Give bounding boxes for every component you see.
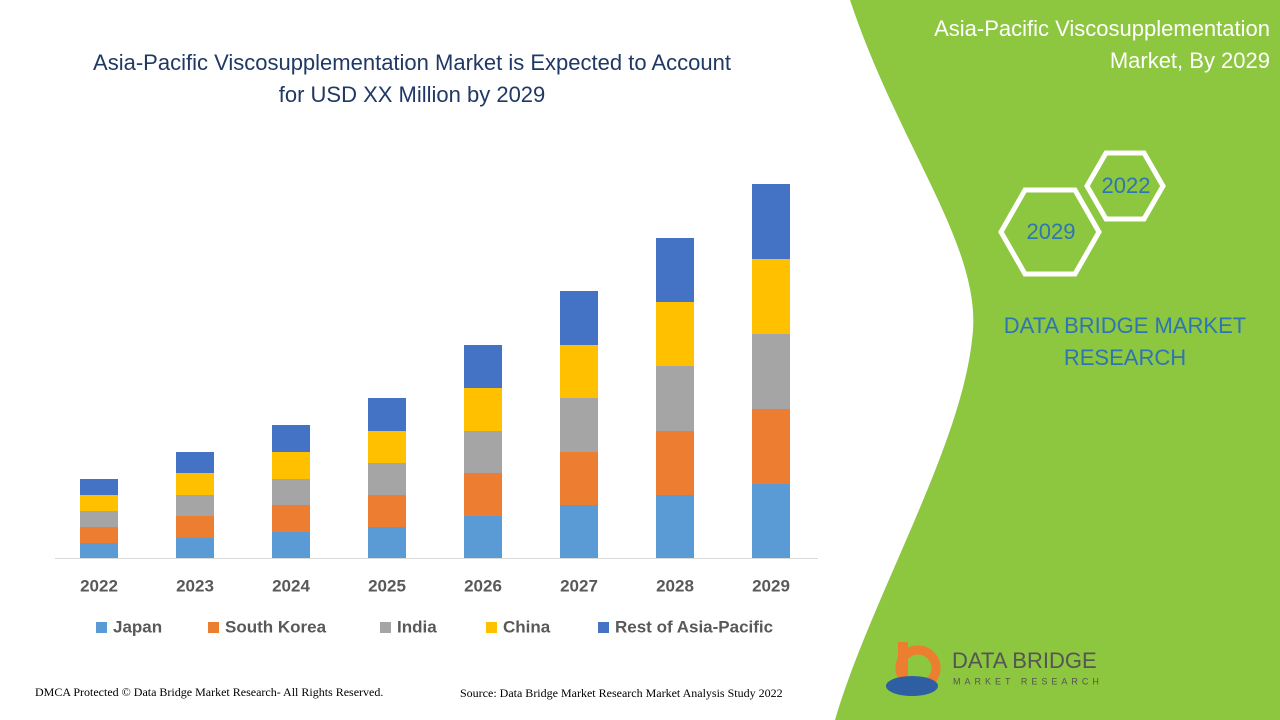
bar-segment	[752, 484, 790, 558]
bar-segment	[752, 259, 790, 334]
brand-text: DATA BRIDGE MARKET RESEARCH	[1003, 313, 1247, 370]
legend-label: India	[397, 617, 437, 636]
x-tick-label: 2027	[560, 576, 598, 595]
legend-swatch	[486, 622, 497, 633]
copyright: DMCA Protected © Data Bridge Market Rese…	[35, 685, 383, 699]
bar-segment	[80, 527, 118, 543]
bar-segment	[176, 516, 214, 538]
logo-name: DATA BRIDGE	[952, 648, 1097, 673]
legend-swatch	[208, 622, 219, 633]
bar-segment	[272, 505, 310, 532]
bar-segment	[752, 409, 790, 484]
chart-title: Asia-Pacific Viscosupplementation Market…	[93, 50, 731, 107]
legend-label: China	[503, 617, 551, 636]
x-tick-label: 2022	[80, 576, 118, 595]
bar-segment	[560, 398, 598, 452]
panel-title: Asia-Pacific Viscosupplementation Market…	[934, 16, 1270, 73]
bar-segment	[752, 184, 790, 259]
bar-segment	[80, 479, 118, 495]
hexagon	[1084, 150, 1166, 222]
bar-segment	[464, 431, 502, 473]
logo-mark	[886, 642, 941, 696]
bar-segment	[272, 532, 310, 558]
bar-segment	[368, 398, 406, 431]
bar-segment	[656, 495, 694, 558]
bar-segment	[176, 495, 214, 516]
bar-segment	[464, 345, 502, 388]
hex-label: 2022	[1102, 173, 1151, 198]
legend-swatch	[380, 622, 391, 633]
bar-segment	[560, 291, 598, 345]
bar-segment	[80, 511, 118, 527]
bar-segment	[752, 334, 790, 409]
legend-label: Rest of Asia-Pacific	[615, 617, 773, 636]
bar-segment	[464, 473, 502, 516]
bar-segment	[560, 345, 598, 398]
bar-segment	[560, 505, 598, 558]
legend-label: Japan	[113, 617, 162, 636]
hexagon	[998, 187, 1102, 277]
legend-swatch	[598, 622, 609, 633]
bar-segment	[560, 452, 598, 505]
bar-segment	[656, 431, 694, 495]
bar-segment	[368, 495, 406, 527]
bar-segment	[272, 479, 310, 505]
x-tick-label: 2028	[656, 576, 694, 595]
bar-segment	[272, 452, 310, 479]
bar-segment	[656, 366, 694, 431]
x-tick-label: 2024	[272, 576, 310, 595]
bar-segment	[656, 238, 694, 302]
bar-segment	[464, 516, 502, 558]
logo-tagline: MARKET RESEARCH	[953, 676, 1103, 686]
hex-label: 2029	[1027, 219, 1076, 244]
bar-segment	[176, 452, 214, 473]
x-tick-label: 2029	[752, 576, 790, 595]
side-panel	[835, 0, 1280, 720]
bar-segment	[176, 538, 214, 558]
bar-segment	[80, 495, 118, 511]
x-tick-label: 2023	[176, 576, 214, 595]
bar-segment	[80, 543, 118, 558]
source: Source: Data Bridge Market Research Mark…	[460, 686, 783, 700]
bar-segment	[368, 527, 406, 558]
x-tick-label: 2026	[464, 576, 502, 595]
legend-label: South Korea	[225, 617, 327, 636]
bar-segment	[656, 302, 694, 366]
legend-swatch	[96, 622, 107, 633]
bar-segment	[368, 431, 406, 463]
x-tick-label: 2025	[368, 576, 406, 595]
bar-segment	[176, 473, 214, 495]
bar-segment	[464, 388, 502, 431]
bar-segment	[368, 463, 406, 495]
bar-segment	[272, 425, 310, 452]
